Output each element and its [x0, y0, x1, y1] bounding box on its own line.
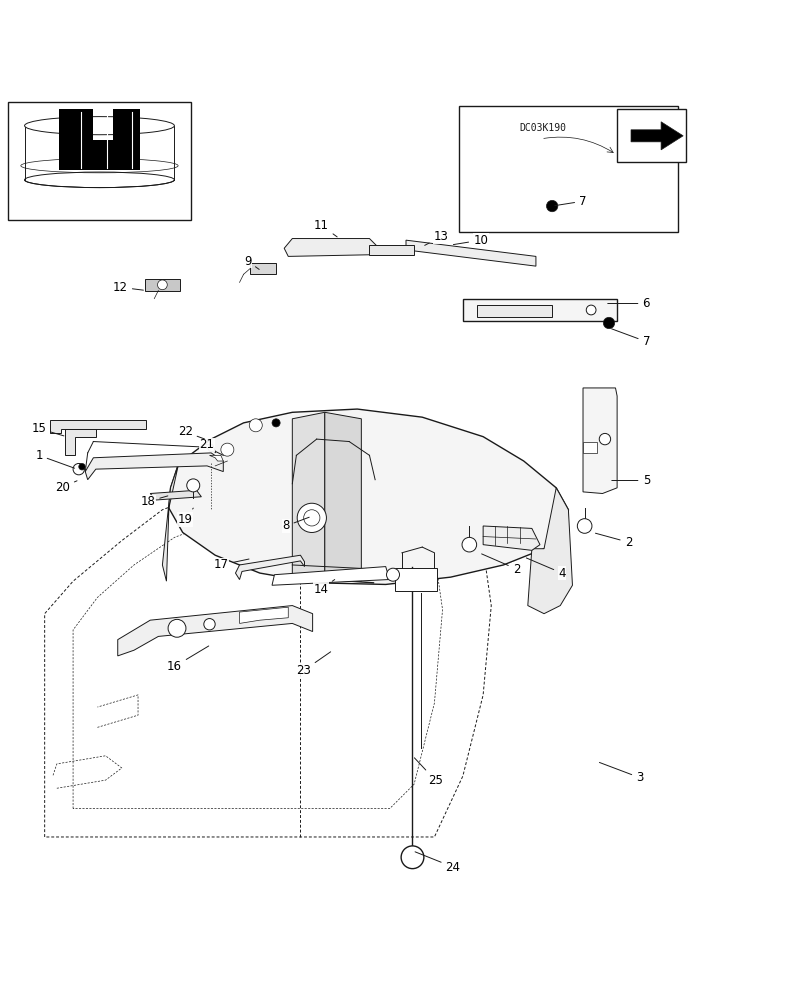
Text: 4: 4: [526, 558, 565, 580]
Polygon shape: [169, 409, 568, 584]
Circle shape: [603, 317, 614, 329]
Bar: [458, 106, 677, 232]
Text: 17: 17: [213, 558, 249, 571]
Text: 15: 15: [32, 422, 64, 436]
Polygon shape: [59, 109, 139, 170]
Text: 23: 23: [296, 652, 330, 677]
Circle shape: [168, 619, 186, 637]
Polygon shape: [369, 245, 414, 255]
Circle shape: [303, 510, 320, 526]
Circle shape: [577, 519, 591, 533]
Ellipse shape: [24, 117, 174, 135]
Circle shape: [546, 200, 557, 212]
Text: 25: 25: [414, 758, 442, 787]
Text: 7: 7: [611, 329, 650, 348]
Text: 13: 13: [424, 230, 448, 245]
Text: 12: 12: [113, 281, 144, 294]
Text: 2: 2: [594, 533, 632, 549]
Polygon shape: [235, 555, 304, 580]
Text: DC03K190: DC03K190: [518, 123, 565, 133]
Text: 9: 9: [243, 255, 259, 269]
Polygon shape: [201, 445, 215, 451]
Text: 7: 7: [554, 195, 586, 208]
Text: 14: 14: [313, 580, 334, 596]
Text: 18: 18: [140, 495, 168, 508]
Text: 3: 3: [599, 762, 643, 784]
Text: 24: 24: [414, 852, 460, 874]
Polygon shape: [483, 526, 539, 550]
Text: 2: 2: [481, 554, 520, 576]
Text: 10: 10: [453, 234, 487, 247]
Polygon shape: [394, 568, 436, 591]
Bar: [616, 109, 685, 162]
Circle shape: [221, 443, 234, 456]
Circle shape: [272, 419, 280, 427]
Polygon shape: [582, 442, 596, 453]
Polygon shape: [162, 463, 178, 581]
Bar: [8, 102, 191, 220]
Polygon shape: [150, 490, 201, 500]
Circle shape: [249, 419, 262, 432]
Polygon shape: [118, 606, 312, 656]
Text: 16: 16: [167, 646, 208, 673]
Polygon shape: [462, 299, 616, 321]
Text: 5: 5: [611, 474, 650, 487]
Polygon shape: [477, 305, 551, 317]
Polygon shape: [250, 263, 276, 274]
Text: 8: 8: [281, 517, 309, 532]
Circle shape: [187, 479, 200, 492]
Circle shape: [586, 305, 595, 315]
Text: 1: 1: [35, 449, 75, 468]
Circle shape: [297, 503, 326, 532]
Polygon shape: [272, 567, 388, 585]
Polygon shape: [50, 420, 146, 433]
Circle shape: [79, 463, 85, 470]
Polygon shape: [630, 122, 682, 150]
Polygon shape: [324, 412, 361, 581]
Text: 21: 21: [200, 438, 215, 453]
Circle shape: [157, 280, 167, 290]
Polygon shape: [406, 240, 535, 266]
Circle shape: [386, 568, 399, 581]
Polygon shape: [65, 429, 96, 455]
Circle shape: [73, 463, 84, 475]
Polygon shape: [284, 239, 377, 256]
Circle shape: [599, 433, 610, 445]
Polygon shape: [582, 388, 616, 494]
Polygon shape: [85, 453, 223, 480]
Text: 20: 20: [55, 481, 77, 494]
Polygon shape: [527, 488, 572, 614]
Circle shape: [401, 846, 423, 869]
Polygon shape: [144, 279, 180, 291]
Polygon shape: [239, 607, 288, 623]
Circle shape: [204, 619, 215, 630]
Circle shape: [461, 537, 476, 552]
Text: 11: 11: [314, 219, 337, 237]
Text: 22: 22: [178, 425, 204, 439]
Polygon shape: [209, 455, 223, 461]
Polygon shape: [292, 412, 324, 577]
Text: 6: 6: [607, 297, 650, 310]
Text: 19: 19: [178, 508, 193, 526]
